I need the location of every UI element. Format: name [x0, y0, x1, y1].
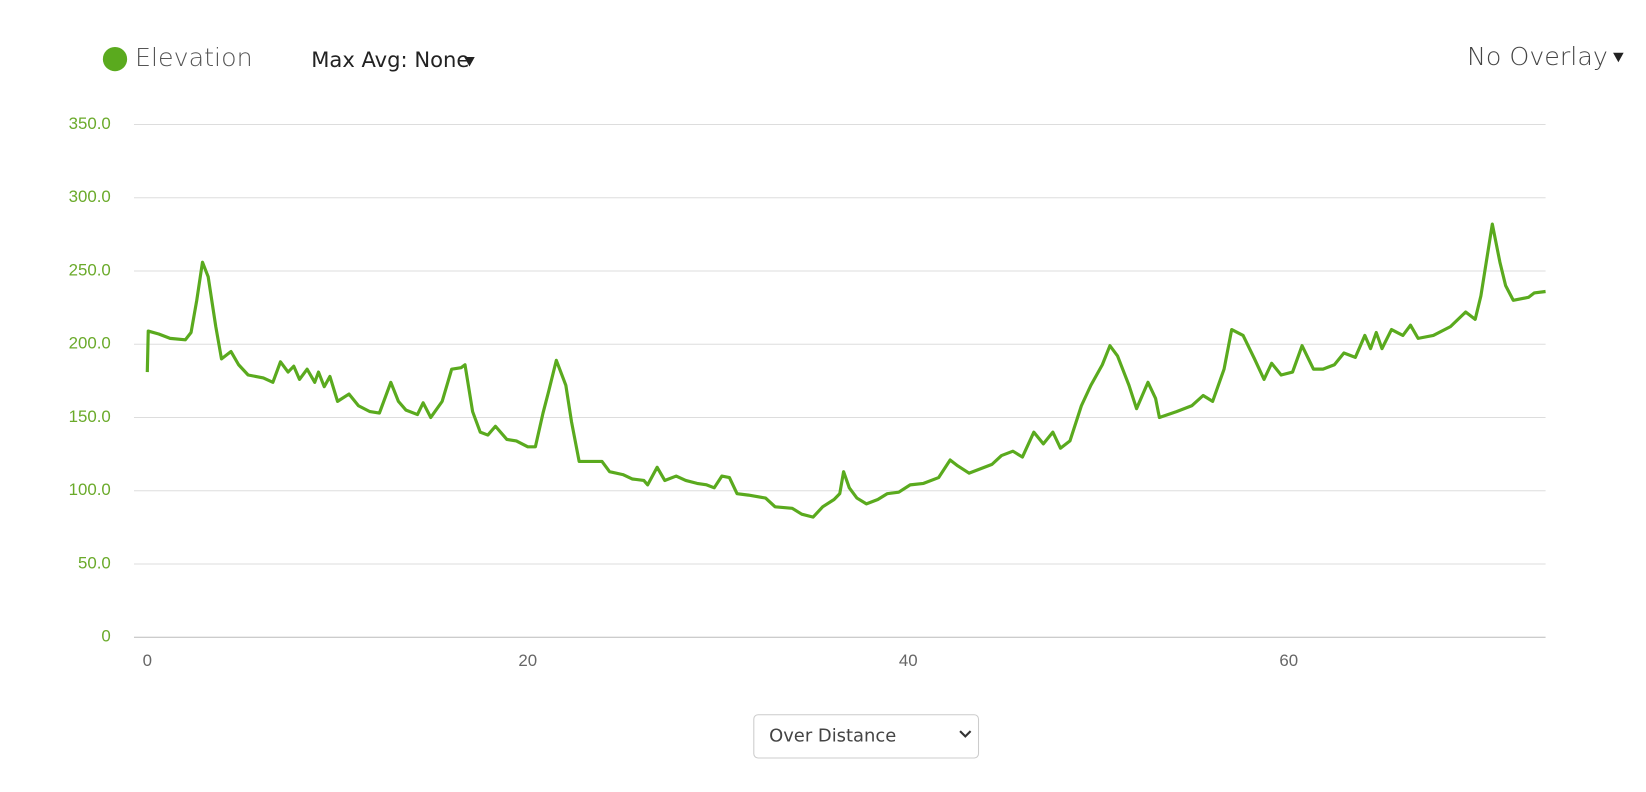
- y-tick-label: 150.0: [69, 407, 111, 426]
- legend-entry[interactable]: Elevation: [135, 42, 253, 72]
- y-tick-label: 0: [101, 627, 110, 646]
- y-tick-label: 50.0: [78, 553, 111, 572]
- y-tick-label: 350.0: [69, 114, 111, 133]
- x-tick-label: 20: [518, 651, 537, 670]
- x-mode-select[interactable]: [753, 714, 980, 759]
- x-tick-label: 0: [143, 651, 152, 670]
- elevation-line: [145, 222, 1546, 519]
- y-tick-label: 200.0: [69, 334, 111, 353]
- max-avg-menu[interactable]: Max Avg: None: [311, 47, 469, 72]
- x-mode-option[interactable]: Over Distance: [769, 725, 896, 746]
- y-tick-label: 250.0: [69, 260, 111, 279]
- x-tick-label: 40: [899, 651, 918, 670]
- x-tick-label: 60: [1279, 651, 1298, 670]
- y-tick-label: 100.0: [69, 480, 111, 499]
- overlay-menu[interactable]: No Overlay: [1467, 41, 1608, 71]
- legend-swatch: [102, 46, 128, 72]
- y-tick-label: 300.0: [69, 187, 111, 206]
- select-chevron: [959, 730, 972, 738]
- dropdown-arrow: [1613, 52, 1624, 63]
- dropdown-arrow: [464, 56, 475, 67]
